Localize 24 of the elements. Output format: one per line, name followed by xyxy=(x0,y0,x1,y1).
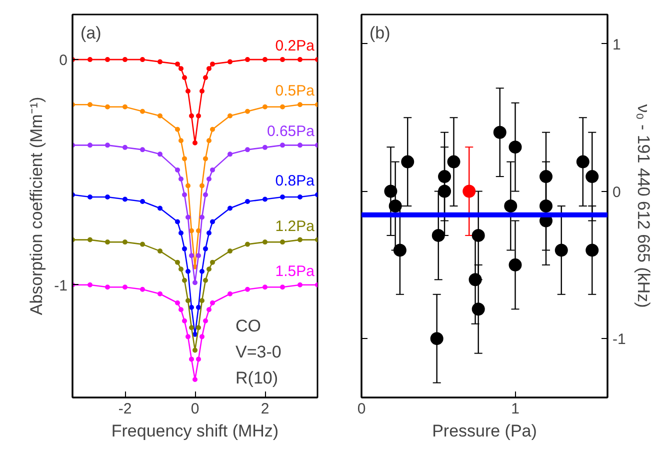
y-tick-label: -1 xyxy=(612,331,626,348)
series-label: 0.2Pa xyxy=(275,38,316,55)
annotation: (b) xyxy=(370,24,390,42)
y-tick-label: 0 xyxy=(612,184,621,201)
annotation: R(10) xyxy=(236,368,278,388)
y-axis-title: ν₀ - 191 440 612 665 (kHz) xyxy=(634,104,653,308)
series-label: 1.5Pa xyxy=(275,262,316,280)
y-tick-label: 1 xyxy=(612,36,621,54)
x-axis-title: Pressure (Pa) xyxy=(432,422,537,440)
annotation: CO xyxy=(236,316,261,336)
series-label: 0.8Pa xyxy=(275,172,316,190)
y-tick-label: -1 xyxy=(54,277,68,294)
x-tick-label: 0 xyxy=(190,400,200,418)
annotation: V=3-0 xyxy=(236,342,282,362)
annotation: (a) xyxy=(80,24,102,42)
x-axis-title: Frequency shift (MHz) xyxy=(111,422,279,440)
series-label: 0.5Pa xyxy=(275,82,316,100)
x-tick-label: -2 xyxy=(118,400,132,418)
series-label: 0.65Pa xyxy=(266,123,316,140)
x-tick-label: 0 xyxy=(357,400,366,418)
series-label: 1.2Pa xyxy=(275,218,316,235)
x-tick-label: 1 xyxy=(511,400,520,418)
y-axis-title: Absorption coefficient (Mm⁻¹) xyxy=(27,96,46,316)
x-tick-label: 2 xyxy=(260,400,270,418)
